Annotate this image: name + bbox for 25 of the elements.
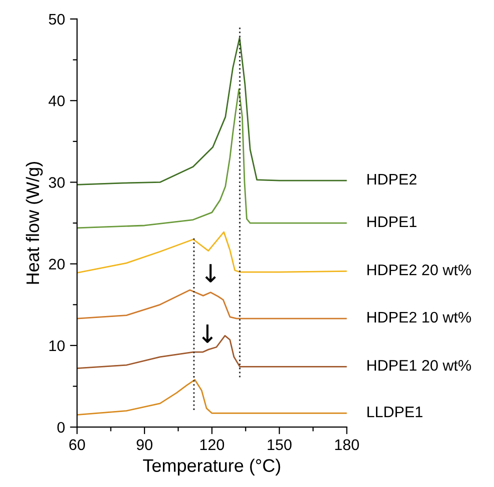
x-tick-label: 90 (136, 439, 152, 450)
x-tick-label: 180 (335, 439, 359, 450)
y-tick-label: 50 (48, 14, 65, 25)
y-tick-label: 0 (57, 422, 65, 433)
line-series (77, 88, 347, 229)
annotation: ↓ (205, 264, 216, 282)
x-tick-label: 150 (268, 439, 292, 450)
y-axis-title: Heat flow (W/g) (26, 162, 43, 284)
x-tick-label: 120 (200, 439, 224, 450)
series-label: HDPE2 20 wt% (367, 264, 471, 276)
y-tick-label: 30 (48, 177, 65, 188)
line-series (77, 289, 347, 320)
line-series (77, 379, 347, 416)
x-tick-label: 60 (69, 439, 85, 450)
series-label: HDPE1 20 wt% (367, 360, 471, 371)
series-label: HDPE1 (367, 216, 416, 227)
y-tick-label: 10 (49, 340, 65, 352)
y-tick-label: 20 (49, 258, 65, 270)
series-label: LLDPE1 (367, 406, 422, 418)
y-tick-label: 40 (48, 95, 65, 106)
x-axis-title: Temperature (°C) (143, 458, 280, 476)
annotation: ↓ (202, 324, 213, 343)
series-label: HDPE2 10 wt% (367, 312, 471, 323)
line-series (77, 37, 347, 186)
series-label: HDPE2 (367, 174, 416, 185)
